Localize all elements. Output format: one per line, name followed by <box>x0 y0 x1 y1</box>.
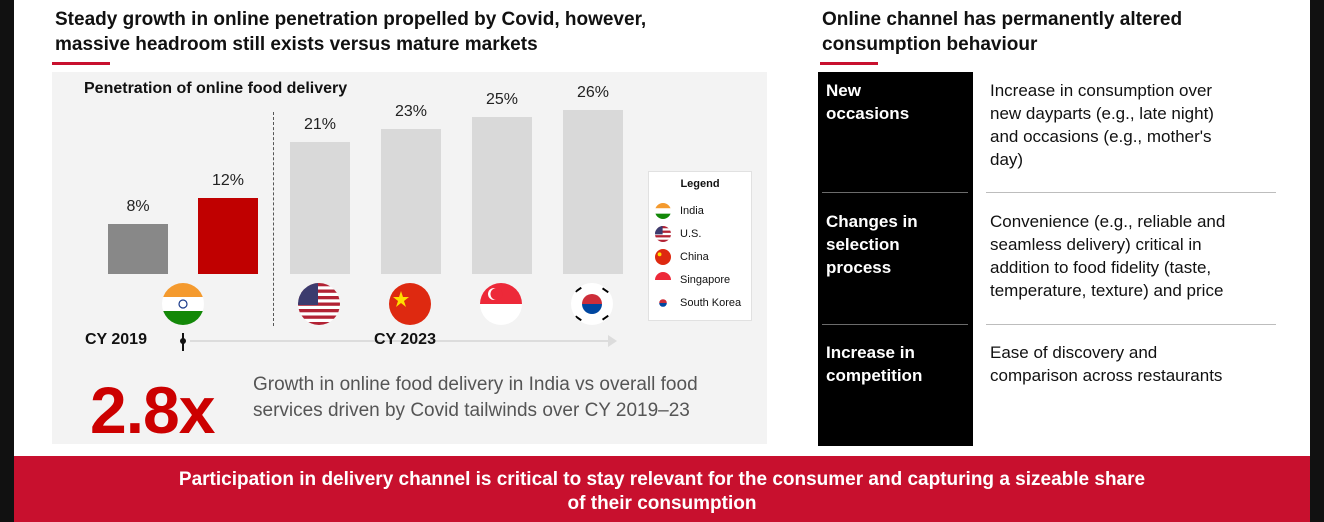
row-1-label-line-2: occasions <box>826 104 910 123</box>
legend-label-china: China <box>680 251 709 263</box>
row-3-label-line-1: Increase in <box>826 343 915 362</box>
left-heading-line-1: Steady growth in online penetration prop… <box>55 9 647 30</box>
row-3-label: Increase in competition <box>826 341 922 387</box>
right-heading: Online channel has permanently altered c… <box>822 7 1182 57</box>
row-label-column <box>818 72 973 446</box>
chart-title: Penetration of online food delivery <box>84 80 348 97</box>
timeline-axis <box>190 340 610 342</box>
legend-item-china: China <box>655 249 709 265</box>
axis-start-label: CY 2019 <box>85 331 147 348</box>
bar-india-2023 <box>198 198 258 274</box>
row-2-text: Convenience (e.g., reliable and seamless… <box>990 210 1290 302</box>
chart-legend: Legend India U.S. China Singapore South … <box>648 171 752 321</box>
bar-singapore-2023 <box>472 116 532 274</box>
row-2-text-line-3: addition to food fidelity (taste, <box>990 258 1212 277</box>
period-divider <box>273 112 274 326</box>
india-flag-icon <box>162 283 204 325</box>
timeline-dot <box>180 338 186 344</box>
growth-description-line-1: Growth in online food delivery in India … <box>253 374 698 395</box>
growth-multiple: 2.8x <box>90 373 215 447</box>
row-1-label: New occasions <box>826 79 909 125</box>
growth-description-line-2: services driven by Covid tailwinds over … <box>253 400 690 421</box>
left-heading: Steady growth in online penetration prop… <box>55 7 646 57</box>
left-heading-line-2: massive headroom still exists versus mat… <box>55 34 538 55</box>
row-separator <box>822 192 968 193</box>
row-3-text: Ease of discovery and comparison across … <box>990 341 1290 387</box>
row-1-text-line-4: day) <box>990 150 1024 169</box>
row-separator <box>822 324 968 325</box>
bar-india-2019 <box>108 223 168 274</box>
row-separator <box>986 324 1276 325</box>
legend-label-south-korea: South Korea <box>680 297 742 309</box>
row-3-text-line-1: Ease of discovery and <box>990 343 1158 362</box>
row-2-label: Changes in selection process <box>826 210 918 279</box>
right-heading-accent <box>820 62 878 65</box>
row-1-text-line-3: and occasions (e.g., mother's <box>990 127 1212 146</box>
legend-item-us: U.S. <box>655 226 701 242</box>
row-1-text-line-2: new dayparts (e.g., late night) <box>990 104 1214 123</box>
china-flag-icon <box>655 249 671 265</box>
right-heading-line-1: Online channel has permanently altered <box>822 9 1183 30</box>
row-2-label-line-2: selection <box>826 235 900 254</box>
bar-us-2023 <box>290 141 350 274</box>
singapore-flag-icon <box>655 272 671 288</box>
row-1-text: Increase in consumption over new daypart… <box>990 79 1290 171</box>
footer-line-2: of their consumption <box>567 493 757 514</box>
right-heading-line-2: consumption behaviour <box>822 34 1038 55</box>
slide: Steady growth in online penetration prop… <box>14 0 1310 522</box>
bar-us-2023-label: 21% <box>303 115 337 133</box>
row-2-text-line-1: Convenience (e.g., reliable and <box>990 212 1226 231</box>
south-korea-flag-icon <box>571 283 613 325</box>
row-2-text-line-2: seamless delivery) critical in <box>990 235 1202 254</box>
axis-end-label: CY 2023 <box>374 331 436 348</box>
timeline-arrow-icon <box>608 335 617 347</box>
bar-china-2023-label: 23% <box>394 103 428 121</box>
singapore-flag-icon <box>480 283 522 325</box>
us-flag-icon <box>655 226 671 242</box>
india-flag-icon <box>655 203 671 219</box>
legend-label-singapore: Singapore <box>680 274 731 286</box>
bar-south-korea-2023-label: 26% <box>576 84 610 102</box>
us-flag-icon <box>298 283 340 325</box>
growth-description: Growth in online food delivery in India … <box>253 372 698 424</box>
row-2-text-line-4: temperature, texture) and price <box>990 281 1224 300</box>
row-2-label-line-3: process <box>826 258 892 277</box>
footer-line-1: Participation in delivery channel is cri… <box>178 469 1146 490</box>
left-heading-accent <box>52 62 110 65</box>
bar-india-2019-label: 8% <box>126 197 150 215</box>
legend-title: Legend <box>680 178 720 190</box>
row-separator <box>986 192 1276 193</box>
bar-singapore-2023-label: 25% <box>485 90 519 108</box>
legend-item-singapore: Singapore <box>655 272 730 288</box>
bar-south-korea-2023 <box>563 110 623 274</box>
legend-label-us: U.S. <box>680 228 702 240</box>
row-2-label-line-1: Changes in <box>826 212 918 231</box>
legend-item-south-korea: South Korea <box>655 295 741 311</box>
row-3-text-line-2: comparison across restaurants <box>990 366 1223 385</box>
south-korea-flag-icon <box>655 295 671 311</box>
legend-label-india: India <box>680 205 704 217</box>
legend-item-india: India <box>655 203 704 219</box>
row-1-label-line-1: New <box>826 81 861 100</box>
row-1-text-line-1: Increase in consumption over <box>990 81 1213 100</box>
bar-china-2023 <box>381 129 441 274</box>
china-flag-icon <box>389 283 431 325</box>
bar-india-2023-label: 12% <box>211 172 245 190</box>
footer-banner: Participation in delivery channel is cri… <box>14 456 1310 522</box>
row-3-label-line-2: competition <box>826 366 923 385</box>
